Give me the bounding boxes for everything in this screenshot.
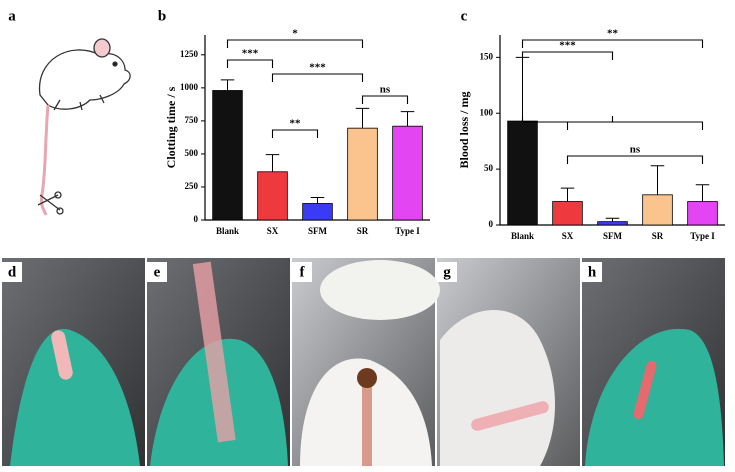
significance-label: ***: [559, 40, 576, 52]
panel-label: h: [588, 264, 597, 280]
y-tick-label: 0: [194, 214, 199, 224]
x-tick-label: Type I: [690, 231, 715, 241]
group-bracket: [521, 116, 704, 130]
error-bar: [695, 184, 710, 202]
significance-label: ns: [380, 84, 391, 96]
error-bar: [355, 107, 370, 129]
significance-label: **: [607, 28, 619, 40]
panel-label-bg: [582, 262, 602, 282]
bar: [347, 127, 378, 221]
panel-label: d: [8, 264, 17, 280]
bar: [597, 221, 628, 226]
y-tick-label: 100: [480, 107, 494, 117]
x-tick-label: Blank: [511, 231, 534, 241]
significance-bracket: [226, 39, 364, 48]
panel-label: e: [154, 264, 161, 280]
bar: [392, 125, 423, 221]
y-tick-label: 750: [185, 115, 199, 125]
clot: [357, 368, 377, 388]
y-tick-label: 1250: [180, 49, 199, 59]
panel-label: a: [8, 8, 16, 24]
x-tick-label: SFM: [308, 226, 328, 236]
y-tick-label: 0: [489, 219, 494, 229]
error-bar: [515, 56, 530, 122]
x-tick-label: SFM: [603, 231, 623, 241]
panel-label-bg: [147, 262, 167, 282]
error-bar: [560, 187, 575, 202]
bar: [302, 203, 333, 221]
glove: [585, 328, 724, 466]
y-tick-label: 1000: [180, 82, 199, 92]
x-tick-label: SR: [652, 231, 664, 241]
panel-labels: a b c d e f g h: [2, 8, 602, 282]
tail: [471, 401, 549, 431]
significance-bracket: [361, 95, 409, 104]
x-tick-label: Type I: [395, 226, 420, 236]
significance-label: ***: [242, 48, 259, 60]
panel-label-bg: [437, 262, 457, 282]
significance-bracket: [226, 59, 274, 68]
photo-row: [2, 258, 725, 466]
tail: [51, 330, 73, 380]
error-bar: [265, 154, 280, 172]
panel-label: f: [300, 264, 306, 280]
error-bar: [400, 111, 415, 127]
panel-label: c: [461, 8, 468, 24]
significance-label: ns: [630, 144, 641, 156]
error-bar: [650, 165, 665, 195]
x-tick-label: SR: [357, 226, 369, 236]
panel-label-bg: [292, 262, 312, 282]
bar: [507, 120, 538, 226]
y-tick-label: 150: [480, 51, 494, 61]
bar: [687, 201, 718, 226]
significance-bracket: [271, 129, 319, 138]
y-axis-label: Blood loss / mg: [457, 91, 471, 168]
bar: [642, 194, 673, 226]
bar: [212, 90, 243, 221]
significance-bracket: [271, 73, 364, 82]
significance-label: **: [290, 118, 302, 130]
significance-bracket: [521, 39, 704, 48]
significance-bracket: [566, 155, 704, 164]
significance-bracket: [521, 51, 614, 60]
panel-label: b: [158, 8, 166, 24]
tail: [362, 380, 372, 466]
bar: [552, 201, 583, 226]
y-tick-label: 50: [484, 163, 494, 173]
x-tick-label: SX: [267, 226, 279, 236]
significance-label: *: [292, 28, 298, 40]
tube: [192, 261, 236, 443]
mouse-illustration: [37, 38, 131, 216]
y-tick-label: 250: [185, 181, 199, 191]
error-bar: [310, 197, 325, 204]
glove: [10, 328, 140, 466]
panel-label: g: [443, 264, 451, 280]
y-tick-label: 500: [185, 148, 199, 158]
error-bar: [220, 79, 235, 91]
tail: [633, 360, 657, 420]
mouse-fur: [320, 260, 440, 320]
panel-label-bg: [2, 262, 22, 282]
x-tick-label: SX: [562, 231, 574, 241]
error-bar: [605, 217, 620, 222]
bar: [257, 171, 288, 221]
significance-label: ***: [309, 62, 326, 74]
y-axis-label: Clotting time / s: [164, 86, 178, 168]
x-tick-label: Blank: [216, 226, 239, 236]
glove: [440, 310, 555, 466]
